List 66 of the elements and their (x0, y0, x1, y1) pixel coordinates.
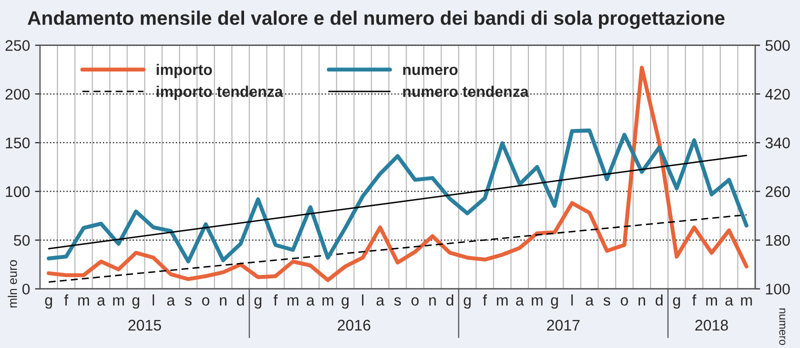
x-tick-label: a (725, 297, 734, 306)
x-tick-label: m (741, 297, 752, 306)
y2-tick-label: 260 (766, 186, 790, 198)
x-tick-label: f (64, 294, 68, 306)
y-tick-label: 150 (6, 138, 30, 148)
text: 2016 (338, 320, 370, 331)
text: 2015 (128, 320, 162, 331)
x-tick-label: m (496, 297, 508, 306)
legend-label: importo (156, 64, 212, 78)
x-tick-label: a (516, 297, 524, 306)
y-tick-label: 0 (22, 284, 30, 295)
x-tick-label: n (220, 297, 226, 306)
x-tick-label: m (288, 297, 298, 306)
x-tick-label: m (322, 297, 334, 306)
x-tick-label: g (342, 297, 349, 309)
y-tick-label: 200 (6, 88, 30, 100)
x-tick-label: m (78, 297, 89, 306)
x-tick-label: g (550, 297, 558, 309)
x-tick-label: g (45, 297, 52, 309)
y2-tick-label: 340 (766, 138, 790, 148)
x-tick-label: f (482, 294, 487, 306)
x-tick-label: d (237, 294, 244, 306)
x-tick-label: l (152, 294, 154, 306)
x-tick-label: g (132, 297, 140, 309)
x-tick-label: s (604, 297, 610, 306)
line-series (46, 66, 748, 282)
x-tick-label: n (429, 297, 436, 306)
y2-tick-label: 420 (765, 88, 790, 100)
legend-label: numero (403, 66, 458, 76)
x-tick-label: n (638, 297, 646, 306)
y2-axis-title: numero (779, 308, 786, 345)
x-tick-label: a (306, 297, 315, 306)
text: 2017 (547, 320, 580, 331)
x-tick-label: g (464, 297, 471, 309)
y-axis-title: mln euro (8, 260, 17, 308)
x-tick-label: a (167, 297, 176, 306)
x-tick-label: l (571, 294, 573, 306)
x-tick-label: d (446, 294, 454, 306)
legend-label: numero tendenza (403, 86, 529, 97)
x-tick-label: l (362, 294, 364, 306)
x-tick-label: a (376, 297, 384, 306)
y-tick-label: 100 (6, 186, 30, 198)
x-tick-label: o (620, 297, 628, 306)
x-tick-label: m (532, 297, 543, 306)
x-tick-label: s (184, 297, 192, 306)
x-tick-label: m (706, 297, 717, 306)
legend-label: importo tendenza (156, 86, 284, 100)
chart-title: Andamento mensile del valore e del numero dei bandi di sola progettazione (28, 10, 724, 29)
x-tick-label: s (394, 297, 401, 306)
x-tick-label: f (274, 294, 278, 306)
x-tick-label: a (97, 297, 106, 306)
y-tick-label: 50 (14, 234, 30, 246)
x-tick-label: o (202, 297, 210, 306)
x-tick-label: g (254, 297, 262, 309)
text: 2018 (695, 320, 728, 331)
x-tick-label: d (656, 294, 663, 306)
line-series (46, 128, 748, 264)
y2-tick-label: 100 (766, 284, 790, 295)
y2-tick-label: 500 (766, 40, 790, 51)
x-tick-label: f (692, 294, 696, 306)
x-tick-label: g (673, 297, 680, 309)
y-tick-label: 250 (6, 40, 30, 51)
x-tick-label: m (113, 297, 124, 306)
x-tick-label: o (411, 297, 419, 306)
x-tick-label: a (586, 297, 594, 306)
y2-tick-label: 180 (766, 234, 790, 246)
